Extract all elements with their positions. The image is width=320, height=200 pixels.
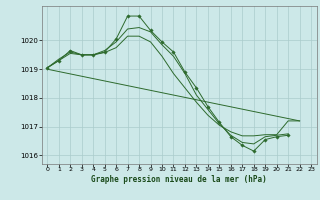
X-axis label: Graphe pression niveau de la mer (hPa): Graphe pression niveau de la mer (hPa) (91, 175, 267, 184)
